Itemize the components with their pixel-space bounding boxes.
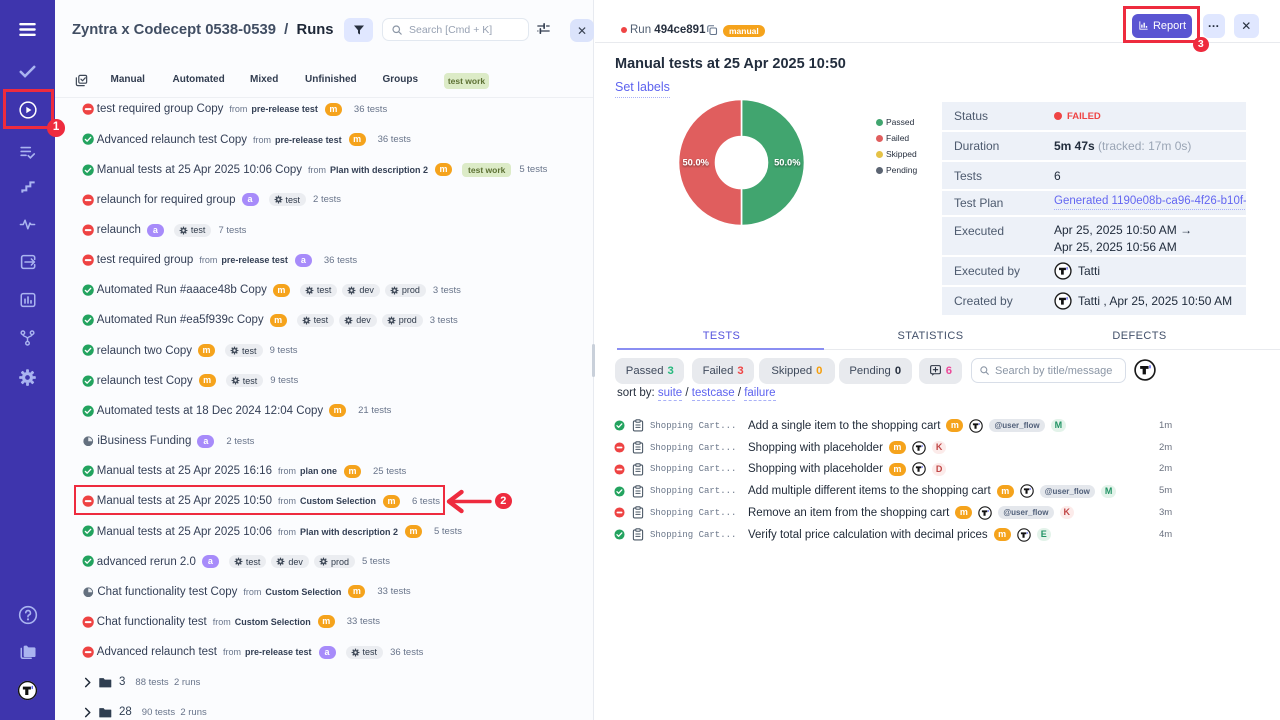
svg-text:50.0%: 50.0% [682,157,709,167]
svg-text:50.0%: 50.0% [774,157,801,167]
